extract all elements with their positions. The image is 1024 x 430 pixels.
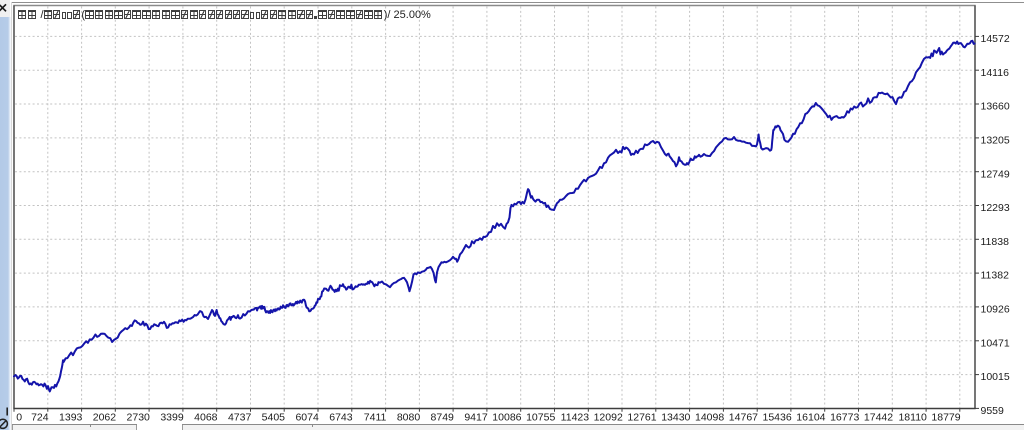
svg-text:12293: 12293: [981, 202, 1010, 214]
svg-text:2730: 2730: [127, 412, 151, 424]
svg-text:14098: 14098: [695, 412, 724, 424]
svg-text:14116: 14116: [981, 67, 1010, 79]
svg-text:10086: 10086: [492, 412, 521, 424]
svg-text:8080: 8080: [397, 412, 421, 424]
svg-text:6074: 6074: [295, 412, 319, 424]
svg-text:6743: 6743: [329, 412, 353, 424]
svg-text:7411: 7411: [364, 412, 387, 424]
svg-text:10926: 10926: [981, 304, 1010, 316]
svg-text:15436: 15436: [762, 412, 791, 424]
svg-text:10755: 10755: [526, 412, 555, 424]
svg-text:11838: 11838: [981, 236, 1010, 248]
svg-text:1393: 1393: [59, 412, 83, 424]
svg-text:9417: 9417: [464, 412, 488, 424]
svg-text:14572: 14572: [981, 33, 1010, 45]
svg-text:3399: 3399: [160, 412, 184, 424]
svg-text:16773: 16773: [830, 412, 859, 424]
svg-text:0: 0: [16, 412, 22, 424]
svg-text:724: 724: [31, 412, 49, 424]
svg-text:17442: 17442: [864, 412, 893, 424]
svg-text:12749: 12749: [981, 168, 1010, 180]
svg-text:8749: 8749: [431, 412, 455, 424]
svg-text:4068: 4068: [194, 412, 218, 424]
svg-text:4737: 4737: [228, 412, 252, 424]
svg-text:12092: 12092: [594, 412, 623, 424]
svg-text:5405: 5405: [262, 412, 286, 424]
svg-text:12761: 12761: [627, 412, 656, 424]
svg-text:14767: 14767: [729, 412, 758, 424]
svg-text:9559: 9559: [981, 405, 1005, 417]
svg-text:10015: 10015: [981, 371, 1010, 383]
svg-text:11423: 11423: [561, 412, 590, 424]
svg-text:11382: 11382: [981, 270, 1010, 282]
svg-text:10471: 10471: [981, 337, 1010, 349]
svg-text:2062: 2062: [93, 412, 117, 424]
svg-text:13430: 13430: [661, 412, 690, 424]
svg-text:18110: 18110: [898, 412, 927, 424]
svg-text:16104: 16104: [796, 412, 825, 424]
svg-text:13205: 13205: [981, 135, 1010, 147]
svg-text:18779: 18779: [931, 412, 960, 424]
svg-text:13660: 13660: [981, 101, 1010, 113]
